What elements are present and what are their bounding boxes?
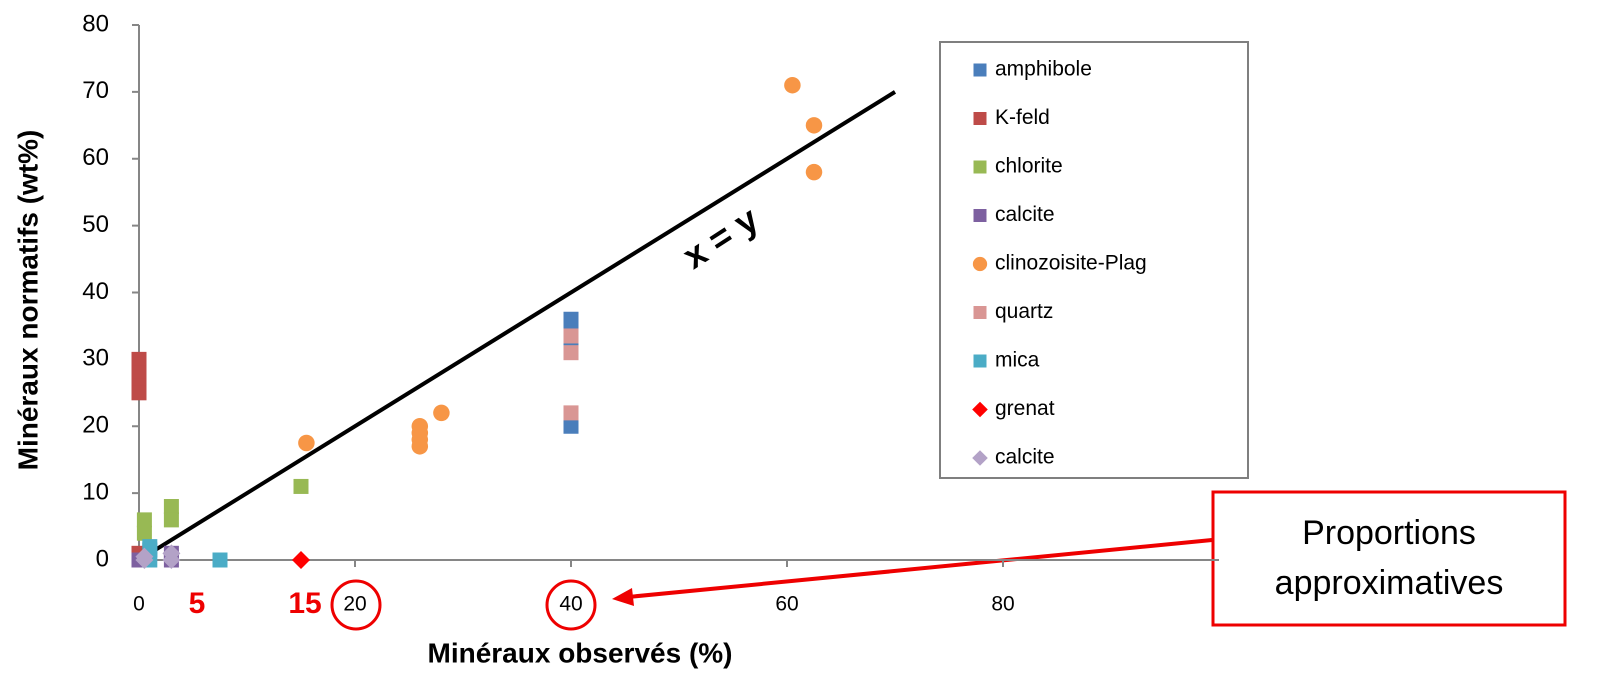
point (163, 499, 179, 514)
y-tick-label: 20 (82, 412, 109, 439)
legend-marker (973, 160, 987, 174)
point (131, 385, 147, 401)
point (563, 405, 579, 421)
legend-box (939, 41, 1249, 479)
point (411, 438, 429, 455)
point (298, 434, 315, 452)
legend-label: calcite (995, 203, 1055, 226)
point (131, 351, 147, 367)
legend-marker (972, 401, 988, 418)
legend-label: K-feld (995, 106, 1050, 129)
callout-text: Proportions (1302, 514, 1476, 552)
point (293, 478, 309, 494)
y-tick-label: 80 (82, 10, 109, 37)
highlight-circle (545, 579, 597, 631)
point (563, 345, 579, 361)
legend-marker (973, 112, 987, 125)
point (136, 512, 152, 528)
y-tick-label: 10 (82, 478, 109, 505)
callout-text: approximatives (1275, 564, 1504, 602)
y-tick-label: 30 (82, 345, 109, 372)
point (135, 551, 154, 569)
point (563, 328, 579, 344)
reference-line (148, 90, 897, 556)
x-annotation: 15 (288, 587, 321, 620)
legend-label: clinozoisite-Plag (995, 252, 1147, 275)
legend-label: grenat (995, 397, 1055, 420)
y-tick-label: 40 (82, 278, 109, 305)
point (136, 525, 152, 541)
x-tick-label: 0 (133, 593, 145, 616)
point (212, 552, 228, 568)
y-tick-label: 0 (96, 545, 109, 572)
x-tick-label: 20 (343, 593, 366, 616)
point (162, 551, 181, 569)
legend-label: chlorite (995, 155, 1063, 178)
point (131, 365, 147, 381)
point (784, 76, 801, 94)
x-axis-title: Minéraux observés (%) (428, 637, 733, 668)
callout-arrow (627, 538, 1213, 599)
legend-label: amphibole (995, 58, 1092, 81)
point (163, 512, 179, 528)
x-tick-label: 80 (991, 593, 1014, 616)
point (805, 117, 823, 134)
callout-box (1211, 490, 1567, 627)
y-axis-title: Minéraux normatifs (wt%) (12, 130, 43, 471)
legend-marker (973, 306, 987, 319)
reference-label: x = y (675, 198, 765, 277)
y-tick-label: 50 (82, 211, 109, 238)
point (433, 404, 450, 422)
point (563, 311, 579, 327)
legend-marker (972, 256, 988, 272)
legend-marker (973, 63, 987, 77)
y-tick-label: 70 (82, 77, 109, 104)
point (805, 163, 823, 181)
legend-label: mica (995, 349, 1040, 372)
x-annotation: 5 (189, 587, 206, 620)
legend-marker (972, 450, 988, 466)
legend-label: quartz (995, 300, 1053, 323)
x-tick-label: 60 (775, 593, 798, 616)
arrow-head (612, 588, 634, 606)
legend-label: calcite (995, 446, 1055, 469)
y-tick-label: 60 (82, 144, 109, 171)
point (292, 551, 310, 569)
x-tick-label: 40 (559, 593, 582, 616)
highlight-circle (330, 579, 382, 631)
legend-marker (973, 354, 987, 368)
legend-marker (973, 209, 987, 222)
point (563, 418, 579, 434)
